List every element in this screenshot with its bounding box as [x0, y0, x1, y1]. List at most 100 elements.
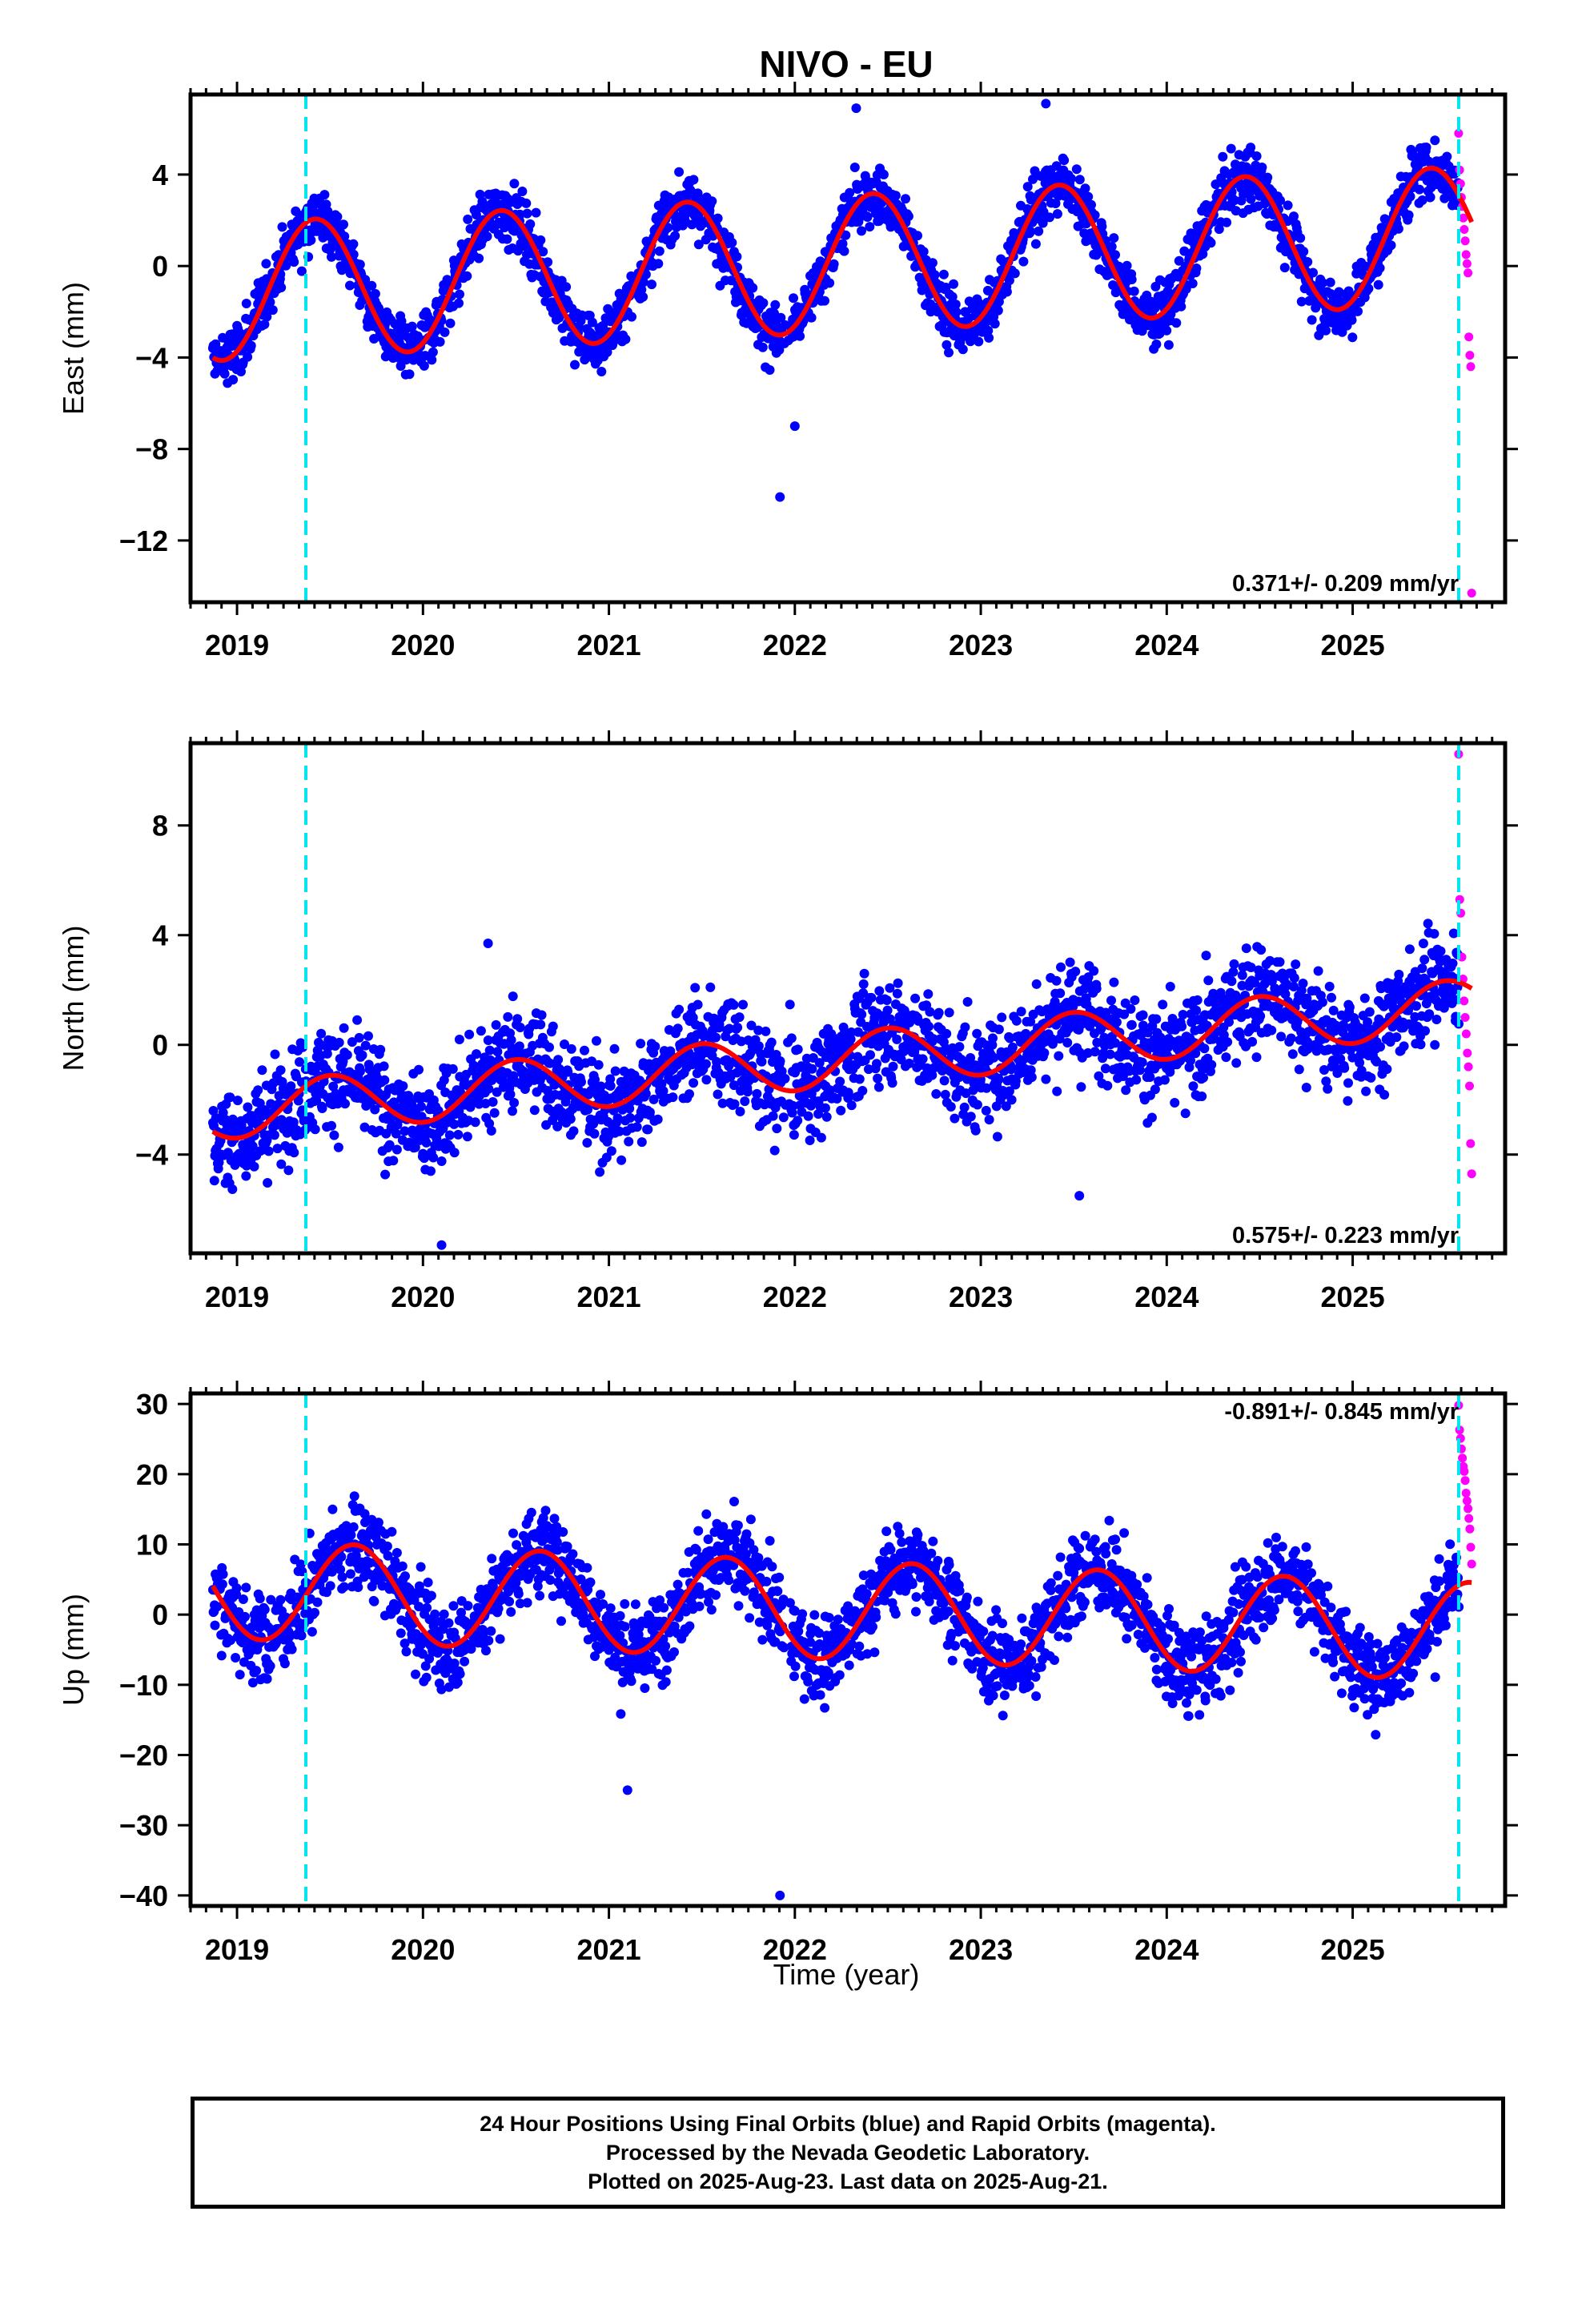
final-orbit-point	[1363, 283, 1374, 294]
final-orbit-point	[339, 219, 348, 230]
final-orbit-point	[1429, 929, 1439, 939]
final-orbit-point	[740, 1096, 750, 1107]
north-final-orbit-points	[208, 919, 1464, 1250]
final-orbit-point	[1177, 1021, 1187, 1031]
final-orbit-point	[317, 1104, 327, 1113]
final-orbit-point	[1275, 195, 1285, 206]
final-orbit-point	[462, 271, 472, 281]
final-orbit-point	[587, 317, 597, 328]
final-orbit-point	[263, 1178, 273, 1188]
final-orbit-point	[272, 1144, 283, 1154]
final-orbit-point	[243, 1102, 253, 1112]
final-orbit-point	[890, 191, 901, 201]
final-orbit-point	[1415, 1039, 1426, 1050]
final-orbit-point	[536, 235, 546, 245]
east-frame	[188, 92, 1508, 605]
final-orbit-point	[427, 355, 437, 365]
final-orbit-point	[1255, 1011, 1266, 1021]
final-orbit-point	[1291, 959, 1301, 970]
final-orbit-point	[1373, 279, 1383, 290]
final-orbit-point	[286, 1081, 296, 1092]
final-orbit-point	[428, 347, 438, 357]
final-orbit-point	[262, 312, 272, 322]
final-orbit-point	[1435, 946, 1446, 956]
final-orbit-point	[612, 1113, 623, 1124]
final-orbit-point	[648, 1094, 659, 1104]
final-orbit-point	[820, 1103, 830, 1113]
final-orbit-point	[701, 1075, 712, 1085]
final-orbit-point	[1308, 267, 1318, 278]
final-orbit-point	[379, 1075, 390, 1085]
final-orbit-point	[455, 289, 464, 300]
final-orbit-point	[1106, 242, 1117, 251]
final-orbit-point	[1126, 1003, 1136, 1014]
final-orbit-point	[1256, 945, 1267, 955]
final-orbit-point	[816, 1132, 826, 1143]
final-orbit-point	[950, 1113, 960, 1124]
final-orbit-point	[772, 1124, 782, 1134]
final-orbit-point	[674, 167, 685, 177]
final-orbit-point	[820, 296, 829, 306]
final-orbit-point	[857, 226, 866, 236]
final-orbit-point	[643, 1124, 653, 1135]
final-orbit-point	[521, 198, 532, 208]
final-orbit-point	[845, 187, 855, 198]
final-orbit-point	[462, 1132, 472, 1142]
final-orbit-point	[625, 1112, 636, 1123]
final-orbit-point	[776, 312, 786, 323]
final-orbit-point	[620, 334, 631, 344]
final-orbit-point	[693, 999, 703, 1010]
final-orbit-point	[267, 305, 278, 316]
final-orbit-outlier	[483, 939, 493, 949]
final-orbit-point	[404, 369, 415, 380]
final-orbit-point	[652, 1114, 663, 1124]
final-orbit-point	[674, 1004, 685, 1015]
final-orbit-point	[232, 1096, 243, 1106]
final-orbit-point	[1026, 227, 1036, 237]
final-orbit-point	[253, 1085, 263, 1096]
final-orbit-point	[379, 1061, 389, 1072]
final-orbit-point	[1162, 325, 1172, 336]
final-orbit-point	[658, 1086, 669, 1096]
final-orbit-point	[742, 1087, 753, 1097]
final-orbit-point	[440, 327, 450, 337]
final-orbit-point	[1137, 1057, 1147, 1068]
final-orbit-point	[1066, 174, 1076, 183]
final-orbit-point	[1366, 1072, 1376, 1083]
final-orbit-point	[1170, 1098, 1180, 1108]
final-orbit-point	[881, 995, 892, 1005]
final-orbit-point	[729, 999, 739, 1010]
final-orbit-point	[1294, 1064, 1304, 1075]
rapid-orbit-point	[1461, 1029, 1471, 1039]
y-tick-label: 4	[152, 159, 168, 191]
final-orbit-point	[757, 1056, 767, 1067]
final-orbit-point	[1165, 982, 1175, 991]
final-orbit-point	[1171, 318, 1182, 328]
final-orbit-point	[259, 320, 270, 329]
final-orbit-point	[265, 297, 275, 308]
final-orbit-point	[1130, 995, 1140, 1005]
final-orbit-point	[489, 1108, 500, 1118]
final-orbit-point	[711, 1032, 721, 1043]
final-orbit-point	[984, 1115, 994, 1125]
final-orbit-point	[1301, 1083, 1311, 1092]
final-orbit-point	[689, 175, 699, 185]
final-orbit-point	[793, 1044, 803, 1055]
final-orbit-point	[865, 1050, 875, 1060]
final-orbit-point	[484, 1084, 494, 1094]
final-orbit-point	[1289, 211, 1299, 222]
final-orbit-point	[780, 1073, 790, 1084]
final-orbit-point	[396, 316, 407, 326]
final-orbit-point	[448, 1063, 458, 1074]
final-orbit-point	[644, 1107, 655, 1117]
rapid-orbit-point	[1460, 1013, 1470, 1022]
final-orbit-point	[1062, 1038, 1073, 1047]
final-orbit-point	[632, 1122, 642, 1132]
final-orbit-point	[295, 1057, 304, 1068]
final-orbit-point	[1419, 955, 1430, 965]
final-orbit-point	[785, 999, 795, 1010]
final-orbit-point	[1188, 1081, 1199, 1092]
final-orbit-point	[223, 1148, 233, 1158]
final-orbit-point	[355, 1066, 365, 1076]
final-orbit-point	[576, 1077, 586, 1087]
